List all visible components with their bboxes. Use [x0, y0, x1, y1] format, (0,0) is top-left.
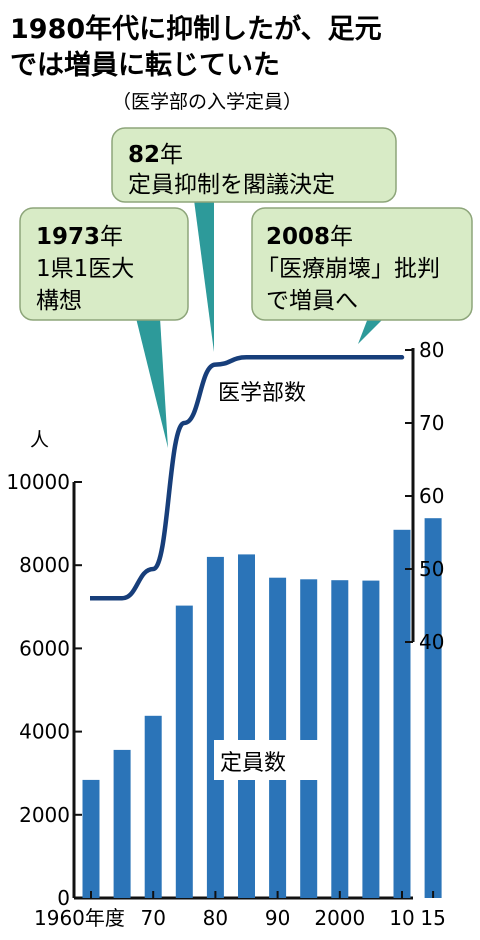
- callout-2008-pointer: [358, 318, 384, 344]
- x-tick-label: 2000: [314, 906, 365, 930]
- bar-series: [82, 518, 442, 898]
- line-path: [90, 355, 405, 601]
- right-tick-label: 50: [419, 557, 444, 581]
- bar: [113, 749, 131, 898]
- left-tick-label: 2000: [19, 803, 70, 827]
- x-tick-label: 1960年度: [34, 906, 125, 930]
- x-tick-label: 15: [420, 906, 445, 930]
- chart-subtitle: （医学部の入学定員）: [112, 91, 302, 113]
- bar: [144, 715, 162, 898]
- left-axis-ticks: 0 2000 4000 6000 8000 10000: [6, 470, 82, 910]
- left-tick-label: 4000: [19, 720, 70, 744]
- x-tick-label: 10: [389, 906, 414, 930]
- right-tick-label: 60: [419, 484, 444, 508]
- chart-title-line1: 1980年代に抑制したが、足元: [10, 13, 382, 45]
- left-tick-label: 6000: [19, 636, 70, 660]
- callout-82-year: 82年: [128, 142, 183, 168]
- left-axis-unit: 人: [30, 429, 49, 451]
- x-tick-label: 80: [203, 906, 228, 930]
- right-tick-label: 40: [419, 630, 444, 654]
- bar: [175, 605, 193, 898]
- line-series-label: 医学部数: [218, 381, 306, 406]
- callout-1973-pointer: [136, 318, 168, 448]
- line-series: [90, 355, 405, 601]
- bar: [362, 580, 380, 898]
- bar: [82, 779, 100, 898]
- callout-2008-line2: で増員へ: [266, 288, 358, 314]
- callout-1973-box: [19, 207, 189, 321]
- callout-2008-line1: 「医療崩壊」批判: [256, 256, 440, 282]
- chart-title-line2: では増員に転じていた: [10, 49, 280, 81]
- bar: [331, 580, 349, 898]
- bar: [238, 554, 255, 898]
- callout-2008-year: 2008年: [266, 224, 353, 250]
- callout-82-box: [111, 127, 397, 203]
- callout-2008-box: [251, 207, 473, 321]
- left-tick-label: 10000: [6, 470, 70, 494]
- callout-1973-line2: 構想: [36, 288, 82, 314]
- x-axis-ticks: 1960年度 70 80 90 2000 10 15: [34, 891, 446, 930]
- bar: [269, 577, 287, 898]
- right-tick-label: 80: [419, 338, 444, 362]
- bar-series-label-bg: [214, 740, 318, 780]
- bar: [393, 529, 411, 898]
- callout-82-pointer: [194, 200, 214, 352]
- bar: [424, 518, 442, 898]
- left-tick-label: 8000: [19, 553, 70, 577]
- left-tick-label: 0: [57, 886, 70, 910]
- x-tick-label: 90: [265, 906, 290, 930]
- bar-series-label: 定員数: [220, 751, 286, 776]
- right-tick-label: 70: [419, 411, 444, 435]
- bar: [300, 579, 318, 898]
- bar: [206, 556, 224, 898]
- right-axis-ticks: 40 50 60 70 80: [405, 338, 444, 654]
- callout-1973-year: 1973年: [36, 224, 123, 250]
- x-tick-label: 70: [140, 906, 165, 930]
- callout-82-line1: 定員抑制を閣議決定: [128, 172, 335, 198]
- callout-1973-line1: 1県1医大: [36, 256, 134, 282]
